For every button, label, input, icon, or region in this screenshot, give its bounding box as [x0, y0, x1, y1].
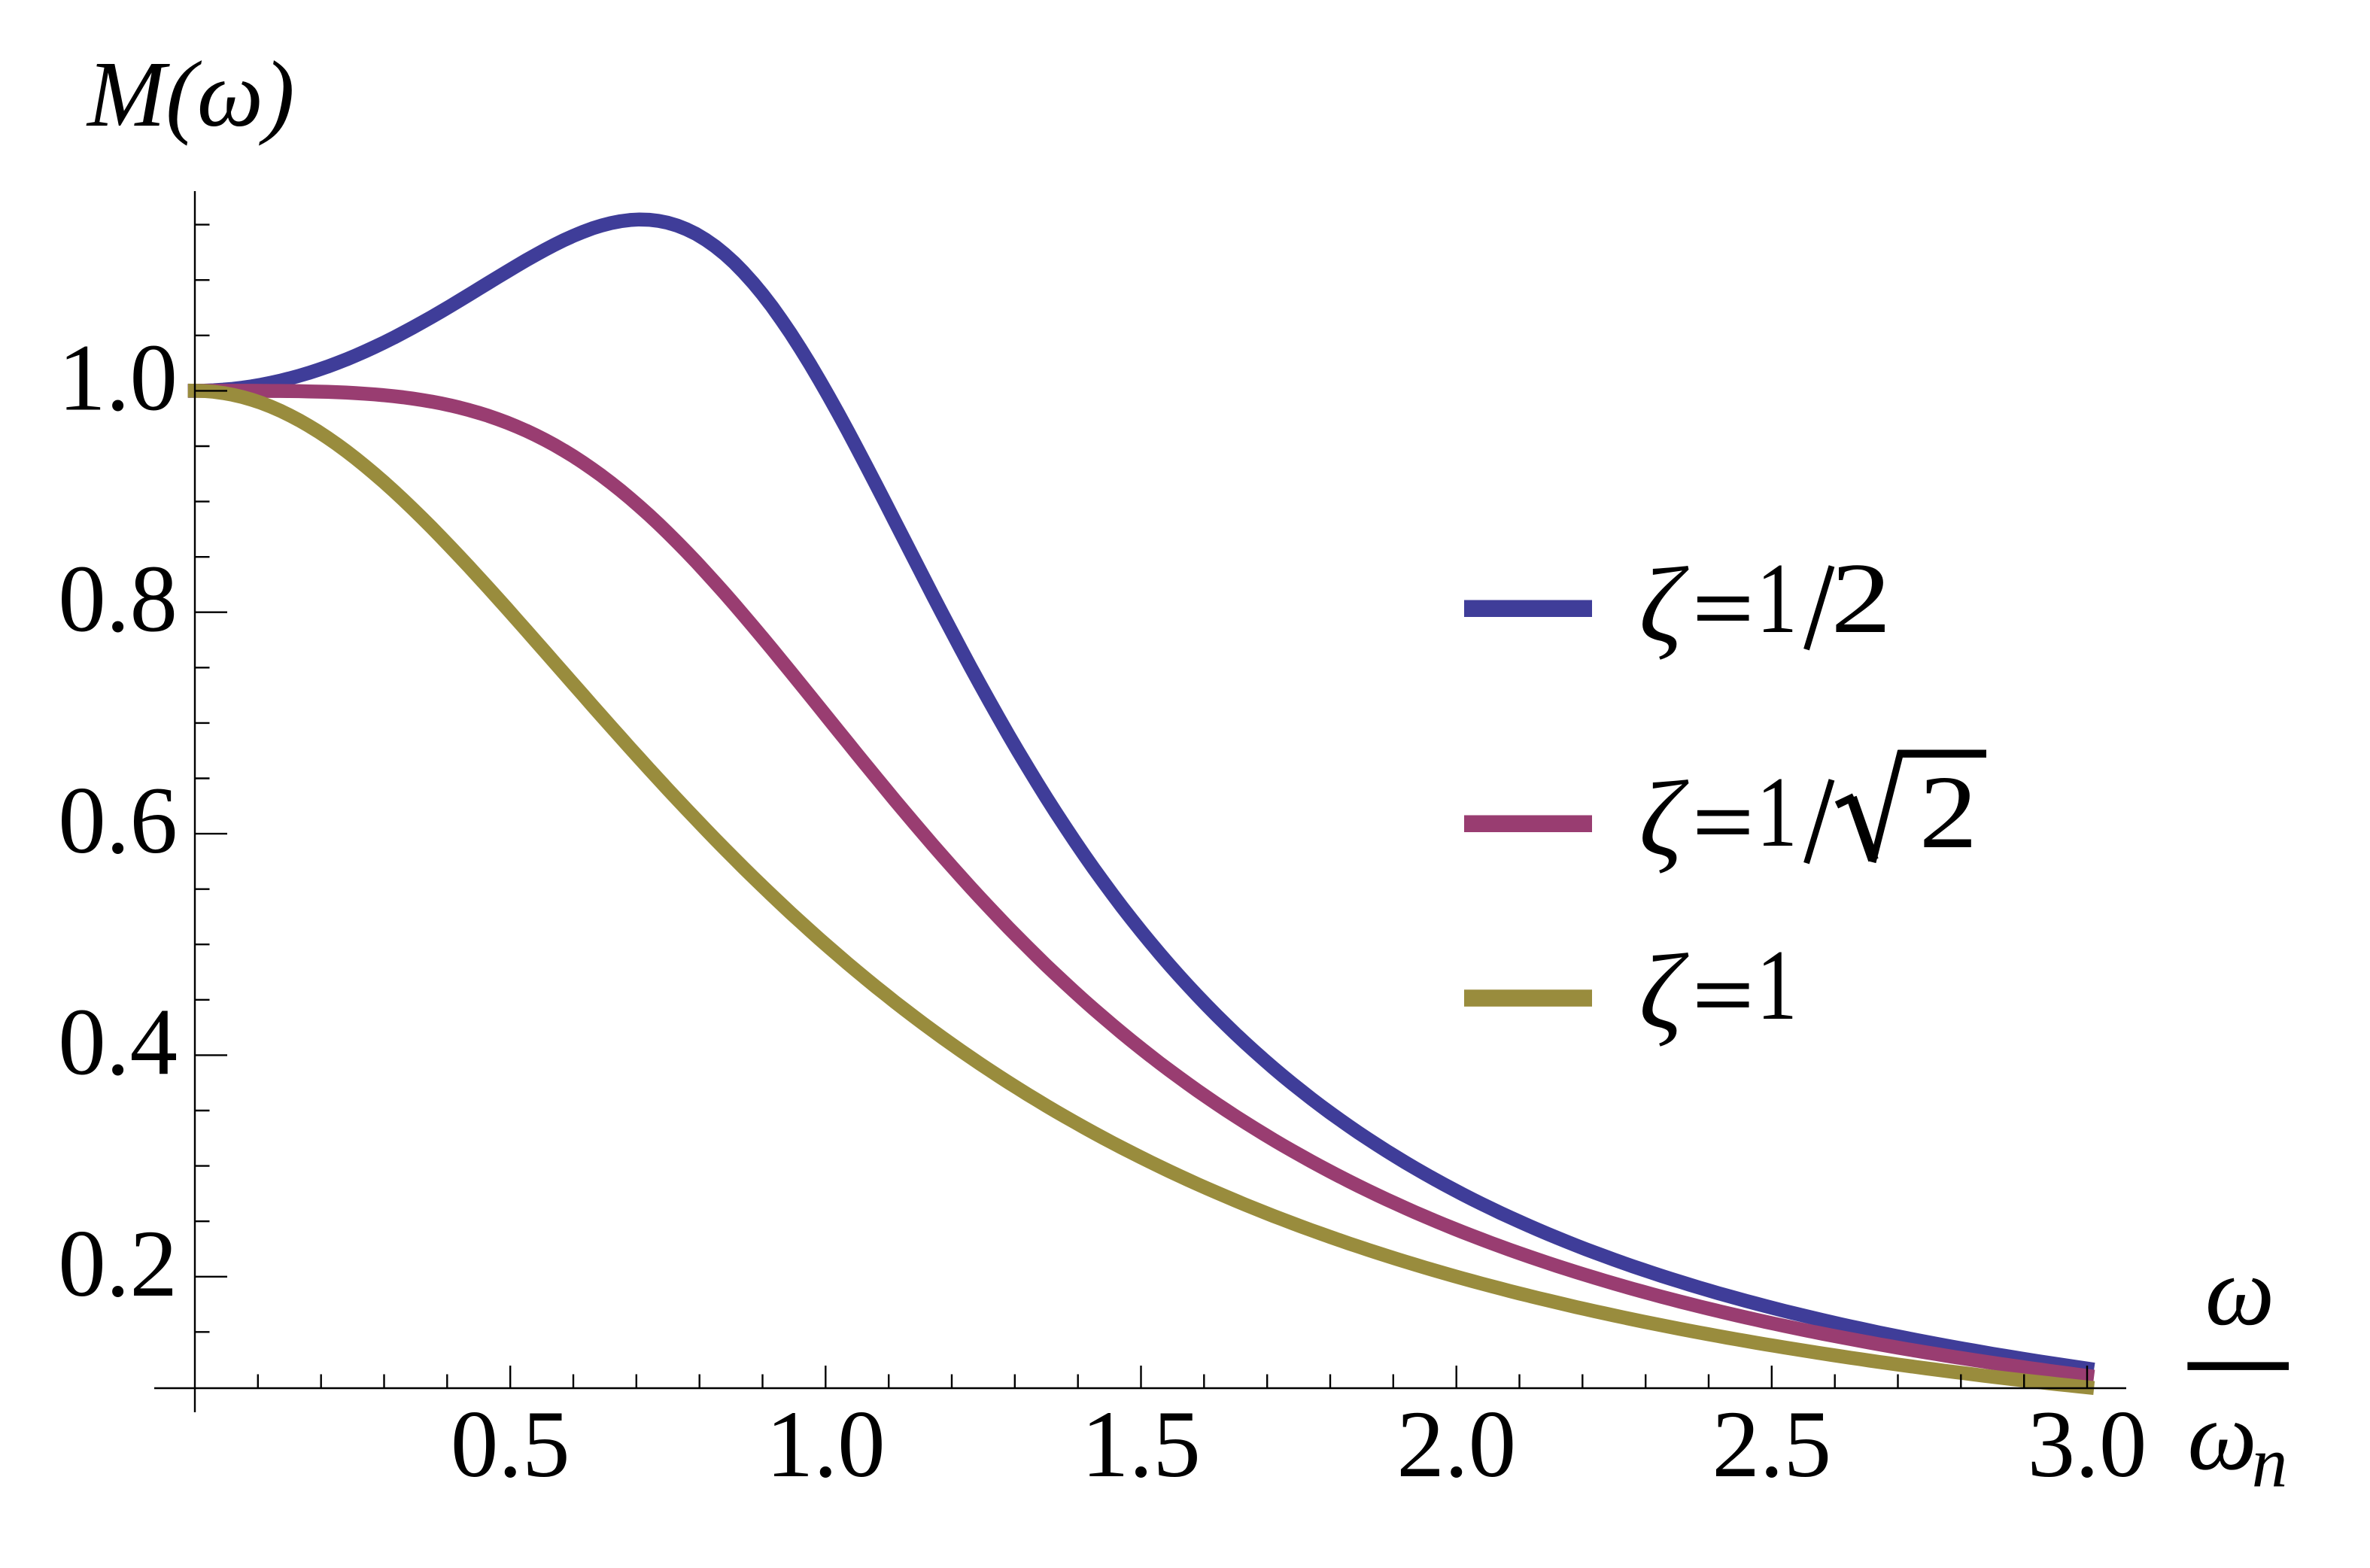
svg-text:0.6: 0.6 [58, 768, 178, 874]
svg-text:ω: ω [2187, 1381, 2257, 1491]
svg-text:1: 1 [1757, 929, 1797, 1041]
svg-text:1.0: 1.0 [766, 1392, 886, 1497]
svg-text:1: 1 [1757, 542, 1797, 654]
svg-text:2.5: 2.5 [1712, 1392, 1831, 1497]
svg-text:M(ω): M(ω) [86, 43, 295, 147]
svg-text:ω: ω [2205, 1237, 2275, 1346]
svg-text:1.5: 1.5 [1081, 1392, 1201, 1497]
svg-text:2.0: 2.0 [1396, 1392, 1516, 1497]
svg-text:2: 2 [1919, 755, 1978, 871]
svg-text:ζ: ζ [1639, 932, 1689, 1051]
svg-text:0.5: 0.5 [451, 1392, 570, 1497]
svg-text:0.8: 0.8 [58, 547, 178, 652]
svg-text:n: n [2252, 1423, 2288, 1503]
svg-text:3.0: 3.0 [2028, 1392, 2147, 1497]
svg-text:ζ: ζ [1639, 759, 1689, 878]
svg-text:ζ: ζ [1639, 545, 1689, 664]
svg-text:0.4: 0.4 [58, 989, 178, 1095]
svg-text:2: 2 [1831, 542, 1891, 654]
svg-text:0.2: 0.2 [58, 1211, 178, 1317]
svg-text:1: 1 [1757, 756, 1797, 868]
svg-text:1.0: 1.0 [58, 325, 178, 430]
